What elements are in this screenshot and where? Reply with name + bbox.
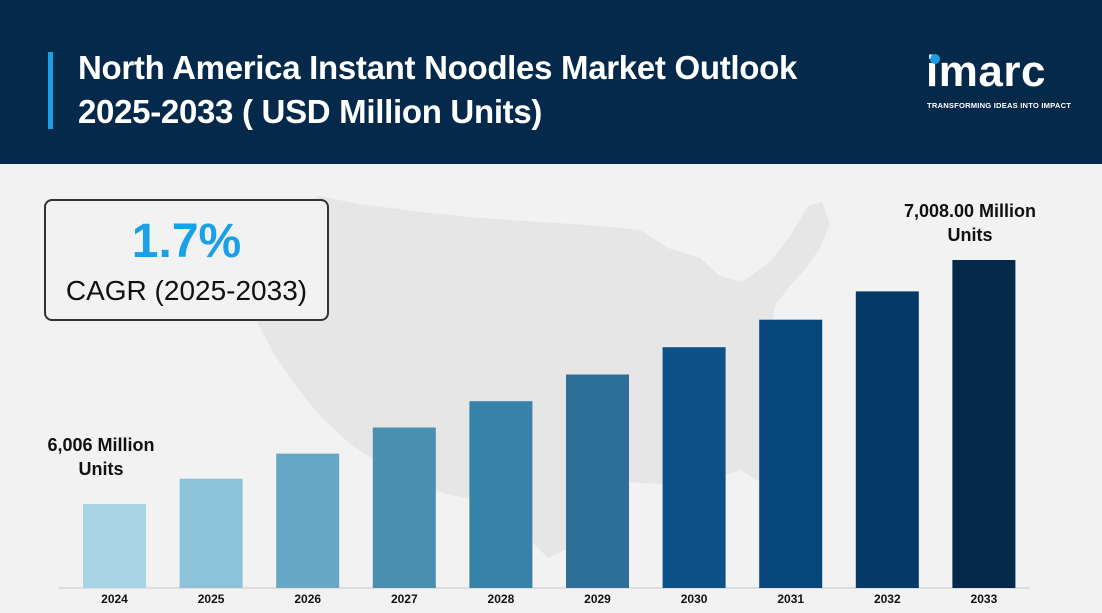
logo-dot-icon [930,54,940,64]
cagr-label: CAGR (2025-2033) [65,275,308,306]
title-accent-bar [48,52,53,129]
imarc-logo: imarc TRANSFORMING IDEAS INTO IMPACT [926,48,1076,118]
x-tick-label-2024: 2024 [101,592,128,606]
bar-2027 [372,427,436,588]
cagr-box: 1.7% CAGR (2025-2033) [44,199,329,321]
x-tick-label-2025: 2025 [198,592,225,606]
first-value-annotation: 6,006 Million Units [36,433,166,481]
logo-tagline: TRANSFORMING IDEAS INTO IMPACT [927,101,1072,110]
bar-2026 [276,453,340,588]
x-tick-label-2033: 2033 [971,592,998,606]
x-tick-label-2028: 2028 [488,592,515,606]
x-tick-label-2032: 2032 [874,592,901,606]
last-annotation-line-1: 7,008.00 Million [903,201,1037,221]
bar-2028 [469,401,533,588]
bar-2024 [83,504,146,588]
logo-wordmark: imarc [926,47,1046,96]
bar-2030 [662,347,726,588]
bar-2032 [855,291,919,588]
last-value-annotation: 7,008.00 Million Units [870,199,1070,247]
bar-2025 [179,478,243,588]
first-annotation-line-1: 6,006 Million [47,435,155,455]
bar-2033 [952,260,1016,588]
x-tick-label-2029: 2029 [584,592,611,606]
title-line-1: North America Instant Noodles Market Out… [78,49,798,86]
x-tick-label-2030: 2030 [681,592,708,606]
title-line-2: 2025-2033 ( USD Million Units) [78,93,543,130]
cagr-value: 1.7% [131,215,242,268]
bar-2029 [566,374,629,588]
first-annotation-line-2: Units [78,459,124,479]
last-annotation-line-2: Units [947,225,993,245]
x-tick-labels-group: 2024 2025 2026 2027 2028 2029 2030 2031 2032 2033 [101,592,997,606]
x-tick-label-2027: 2027 [391,592,418,606]
header-banner: North America Instant Noodles Market Out… [0,0,1102,164]
bars-group [83,260,1016,588]
x-tick-label-2031: 2031 [777,592,804,606]
x-tick-label-2026: 2026 [294,592,321,606]
chart-title: North America Instant Noodles Market Out… [78,46,797,134]
bar-2031 [759,319,823,588]
